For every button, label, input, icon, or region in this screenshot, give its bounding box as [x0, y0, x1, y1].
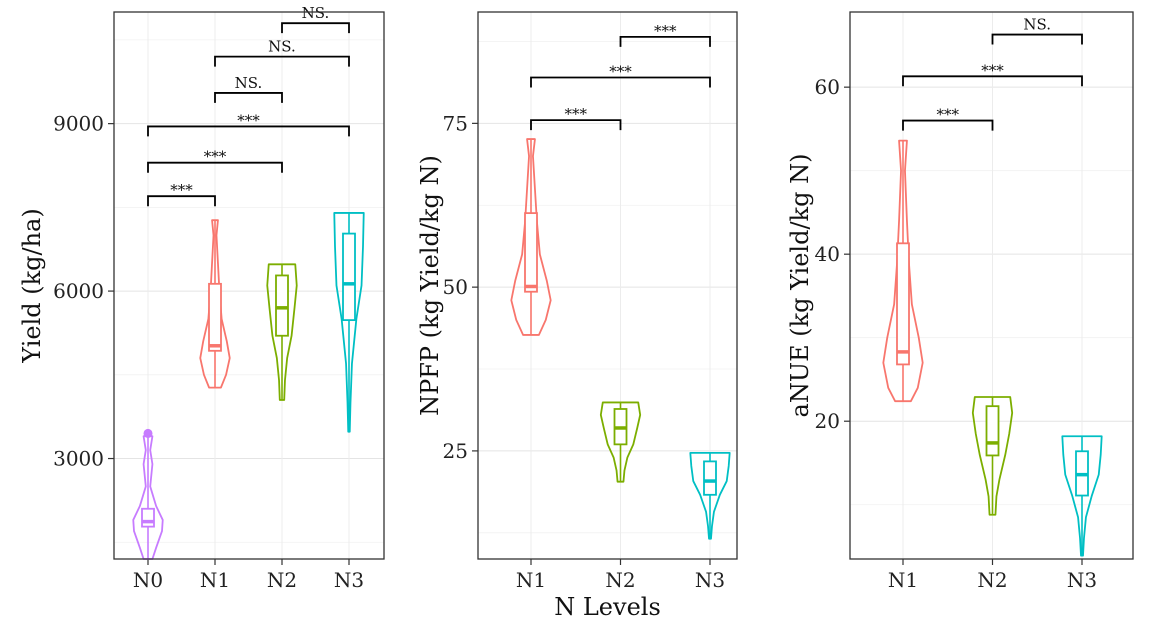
y-tick-label: 9000	[53, 112, 104, 136]
significance-label: ***	[654, 22, 677, 40]
chart-panel-3: 20 40 60 N1 N2 N3 aNUE (kg Yield/kg N) *** *** NS…	[786, 11, 1134, 592]
box-N0	[141, 507, 155, 528]
significance-bracket	[902, 119, 994, 131]
violin-N2	[599, 401, 642, 483]
significance-label: NS.	[1023, 16, 1051, 34]
chart-panel-2: 25 50 75 N1 N2 N3 NPFP (kg Yield/kg N) N Levels…	[416, 11, 738, 621]
y-axis-title: aNUE (kg Yield/kg N)	[786, 154, 814, 418]
significance-bracket	[619, 35, 711, 47]
significance-label: ***	[170, 181, 193, 199]
violin-N2	[971, 396, 1014, 516]
panel-border	[113, 11, 385, 560]
y-tick-label: 60	[815, 75, 840, 99]
panel-border	[477, 11, 738, 560]
y-axis-title: Yield (kg/ha)	[18, 208, 46, 363]
significance-label: NS.	[302, 4, 330, 22]
significance-bracket	[902, 75, 1083, 87]
violin-N3	[689, 451, 731, 540]
box-N3	[703, 460, 717, 496]
significance-bracket	[147, 161, 283, 173]
y-tick-label: 40	[815, 242, 840, 266]
significance-bracket	[147, 195, 216, 207]
x-tick-label: N0	[133, 568, 163, 592]
x-tick-label: N1	[200, 568, 230, 592]
significance-bracket	[530, 76, 711, 88]
significance-label: ***	[237, 111, 260, 129]
significance-bracket	[991, 33, 1083, 45]
significance-label: ***	[565, 105, 588, 123]
violin-N2	[266, 263, 298, 401]
y-tick-label: 75	[443, 111, 468, 135]
violin-N3	[1061, 435, 1103, 557]
outlier-point	[143, 428, 153, 438]
x-tick-label: N3	[695, 568, 725, 592]
x-tick-label: N3	[334, 568, 364, 592]
box-N1	[208, 282, 222, 352]
violin-N1	[199, 219, 231, 389]
significance-bracket	[147, 125, 350, 137]
y-tick-label: 20	[815, 409, 840, 433]
y-tick-label: 50	[443, 275, 468, 299]
y-tick-label: 25	[443, 439, 468, 463]
box-N1	[524, 212, 538, 293]
y-tick-label: 6000	[53, 279, 104, 303]
chart-panel-1: 3000 6000 9000 N0 N1 N2 N3 Yield (kg/ha) *** *** *…	[18, 4, 385, 592]
violin-N1	[882, 139, 924, 403]
panel-border	[849, 11, 1134, 560]
significance-bracket	[530, 119, 622, 131]
box-N1	[896, 242, 910, 366]
x-axis-title: N Levels	[554, 593, 661, 621]
x-tick-label: N3	[1067, 568, 1097, 592]
significance-bracket	[281, 22, 350, 34]
x-tick-label: N1	[888, 568, 918, 592]
significance-bracket	[214, 92, 283, 103]
significance-label: ***	[609, 63, 632, 81]
box-N3	[342, 232, 356, 322]
box-N2	[985, 405, 1000, 457]
x-tick-label: N2	[605, 568, 635, 592]
x-tick-label: N1	[516, 568, 546, 592]
violin-N1	[510, 138, 552, 336]
violin-N3	[333, 212, 365, 433]
violin-N0	[132, 435, 164, 560]
significance-bracket	[214, 55, 350, 67]
significance-label: ***	[937, 106, 960, 124]
box-N2	[275, 274, 289, 337]
y-tick-label: 3000	[53, 447, 104, 471]
x-tick-label: N2	[977, 568, 1007, 592]
significance-label: ***	[981, 61, 1004, 79]
significance-label: NS.	[268, 38, 296, 56]
significance-label: ***	[204, 148, 227, 166]
y-axis-title: NPFP (kg Yield/kg N)	[416, 155, 444, 416]
significance-label: NS.	[235, 74, 263, 92]
x-tick-label: N2	[267, 568, 297, 592]
